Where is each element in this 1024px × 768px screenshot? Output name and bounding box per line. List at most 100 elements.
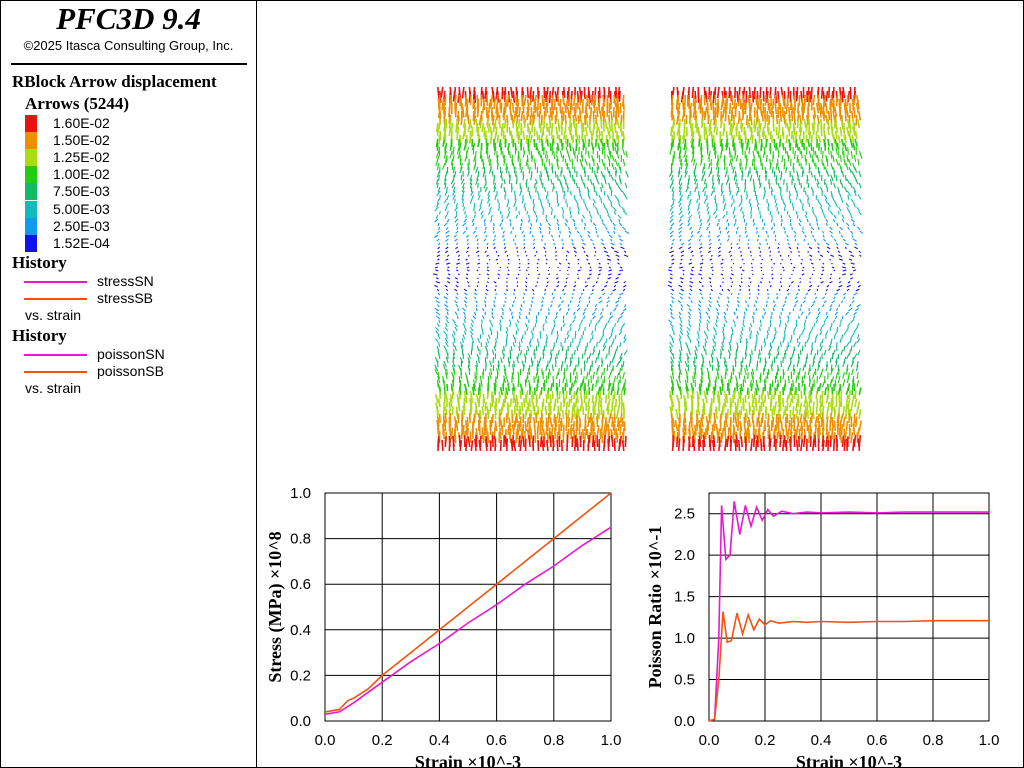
displacement-arrow	[569, 118, 572, 128]
displacement-arrow	[852, 94, 856, 106]
displacement-arrow	[510, 346, 513, 352]
displacement-arrow	[508, 126, 512, 136]
displacement-arrow	[468, 360, 470, 368]
displacement-arrow	[831, 142, 834, 151]
displacement-arrow	[716, 222, 720, 227]
displacement-arrow	[590, 218, 592, 223]
displacement-arrow	[698, 202, 701, 208]
displacement-arrow	[827, 126, 830, 136]
displacement-arrow	[511, 372, 514, 380]
displacement-arrow	[616, 118, 620, 129]
displacement-arrow	[517, 353, 520, 360]
displacement-arrow	[821, 158, 823, 166]
displacement-arrow	[852, 238, 857, 242]
displacement-arrow	[850, 345, 853, 352]
displacement-arrow	[475, 226, 477, 230]
displacement-arrow	[767, 349, 771, 356]
displacement-arrow	[610, 341, 614, 348]
displacement-arrow	[724, 319, 728, 324]
displacement-arrow	[720, 190, 724, 197]
displacement-arrow	[667, 284, 673, 288]
displacement-arrow	[553, 427, 557, 440]
displacement-arrow	[554, 170, 557, 178]
displacement-arrow	[473, 292, 478, 296]
displacement-arrow	[722, 326, 725, 332]
displacement-arrow	[820, 273, 824, 276]
displacement-arrow	[681, 130, 686, 140]
displacement-arrow	[719, 118, 723, 129]
displacement-arrow	[484, 86, 487, 99]
displacement-arrow	[498, 417, 501, 428]
displacement-arrow	[786, 234, 789, 238]
displacement-arrow	[700, 254, 703, 257]
displacement-arrow	[845, 387, 850, 396]
displacement-arrow	[573, 409, 576, 420]
displacement-arrow	[802, 266, 805, 269]
displacement-arrow	[668, 170, 673, 177]
displacement-arrow	[584, 281, 587, 284]
displacement-arrow	[719, 134, 722, 143]
displacement-arrow	[835, 158, 839, 166]
displacement-arrow	[619, 238, 624, 242]
displacement-arrow	[591, 311, 596, 316]
displacement-arrow	[587, 277, 591, 280]
displacement-arrow	[785, 134, 788, 144]
displacement-arrow	[531, 390, 535, 400]
x-axis-label: Strain ×10^-3	[796, 752, 902, 767]
displacement-arrow	[726, 238, 730, 242]
displacement-arrow	[697, 439, 700, 452]
displacement-arrow	[773, 138, 776, 148]
displacement-arrow	[712, 345, 716, 352]
displacement-arrow	[779, 341, 782, 348]
displacement-arrow	[722, 206, 726, 211]
displacement-arrow	[523, 94, 527, 106]
displacement-arrow	[478, 114, 482, 126]
displacement-arrow	[845, 106, 850, 118]
displacement-arrow	[434, 296, 439, 300]
displacement-arrow	[842, 269, 847, 272]
displacement-arrow	[530, 222, 533, 227]
displacement-arrow	[445, 226, 449, 231]
displacement-arrow	[811, 234, 815, 238]
displacement-arrow	[519, 158, 521, 167]
displacement-arrow	[509, 322, 512, 328]
displacement-arrow	[515, 277, 518, 280]
displacement-arrow	[457, 150, 461, 159]
displacement-arrow	[598, 349, 601, 356]
displacement-arrow	[767, 206, 770, 211]
displacement-arrow	[817, 311, 821, 316]
displacement-arrow	[743, 424, 747, 436]
displacement-arrow	[477, 190, 480, 196]
displacement-arrow	[723, 315, 726, 320]
displacement-arrow	[723, 360, 727, 368]
displacement-arrow	[437, 242, 441, 246]
displacement-arrow	[437, 304, 440, 308]
displacement-arrow	[745, 194, 749, 200]
displacement-arrow	[810, 326, 814, 332]
displacement-arrow	[790, 250, 792, 253]
displacement-arrow	[594, 250, 597, 253]
displacement-arrow	[708, 126, 712, 137]
displacement-arrow	[677, 427, 680, 440]
displacement-arrow	[780, 285, 783, 288]
displacement-arrow	[679, 296, 683, 300]
displacement-arrow	[700, 367, 704, 376]
displacement-arrow	[523, 398, 526, 408]
displacement-arrow	[846, 288, 850, 292]
displacement-arrow	[441, 439, 444, 452]
displacement-arrow	[748, 86, 751, 98]
displacement-arrow	[680, 307, 683, 312]
displacement-arrow	[520, 338, 523, 344]
displacement-arrow	[742, 319, 745, 324]
displacement-arrow	[550, 431, 553, 444]
displacement-arrow	[594, 94, 597, 106]
displacement-arrow	[613, 284, 617, 288]
displacement-arrow	[572, 379, 576, 388]
displacement-arrow	[671, 262, 675, 265]
displacement-arrow	[835, 130, 838, 140]
displacement-arrow	[468, 285, 470, 288]
displacement-arrow	[515, 214, 519, 219]
displacement-arrow	[723, 311, 727, 316]
displacement-arrow	[444, 341, 449, 348]
displacement-arrow	[516, 114, 519, 125]
